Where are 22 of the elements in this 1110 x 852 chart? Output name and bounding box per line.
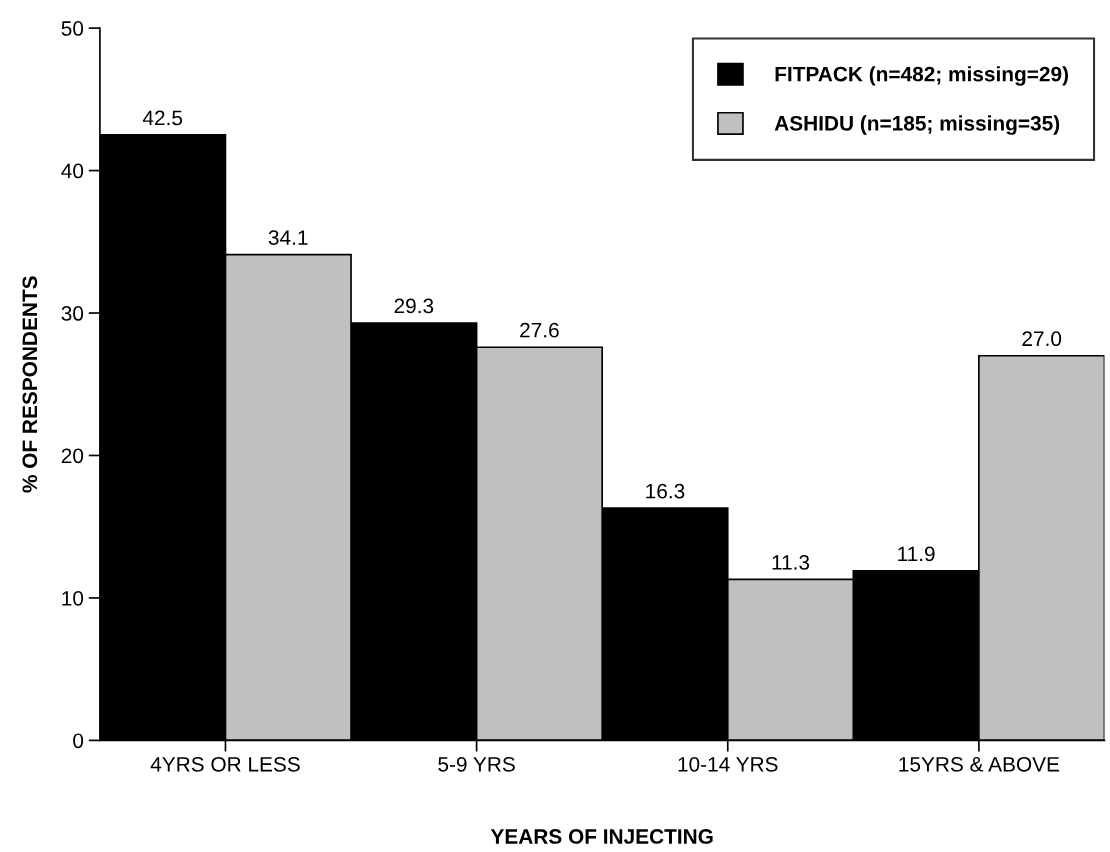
x-tick-label: 5-9 YRS [438, 756, 515, 772]
x-axis-title: YEARS OF INJECTING [490, 829, 713, 844]
data-label: 34.1 [268, 230, 308, 245]
y-tick-label: 40 [61, 163, 84, 179]
y-tick-label: 10 [62, 590, 84, 606]
y-tick-label: 50 [61, 21, 84, 36]
x-tick-label: 4YRS OR LESS [150, 756, 300, 772]
x-tick-label: 10-14 YRS [678, 756, 778, 772]
legend-label: ASHIDU (n=185; missing=35) [774, 115, 1060, 135]
x-tick-label: 15YRS & ABOVE [899, 756, 1060, 772]
y-tick-label: 20 [61, 448, 84, 464]
data-label: 27.0 [1022, 331, 1062, 347]
legend-label: FITPACK (n=482; missing=29) [775, 66, 1069, 86]
y-tick-label: 30 [61, 306, 84, 321]
data-label: 42.5 [142, 110, 183, 126]
data-label: 11.9 [898, 546, 935, 562]
data-label: 29.3 [394, 298, 434, 314]
data-label: 11.3 [772, 554, 810, 570]
data-label: 16.3 [646, 483, 685, 499]
data-label: 27.6 [520, 322, 559, 338]
y-axis-title: % OF RESPONDENTS [22, 276, 38, 493]
y-tick-label: 0 [73, 733, 84, 749]
